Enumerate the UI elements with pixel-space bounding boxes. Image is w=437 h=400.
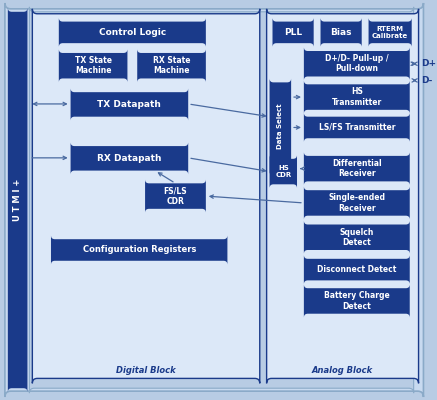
- FancyBboxPatch shape: [304, 284, 410, 318]
- Text: Battery Charge
Detect: Battery Charge Detect: [324, 291, 390, 311]
- Text: Single-ended
Receiver: Single-ended Receiver: [328, 193, 385, 213]
- Text: Configuration Registers: Configuration Registers: [83, 246, 196, 254]
- Text: Squelch
Detect: Squelch Detect: [340, 228, 374, 247]
- Text: Control Logic: Control Logic: [99, 28, 166, 37]
- FancyBboxPatch shape: [368, 18, 412, 47]
- Text: RTERM
Calibrate: RTERM Calibrate: [372, 26, 408, 39]
- FancyBboxPatch shape: [304, 80, 410, 114]
- Text: Disconnect Detect: Disconnect Detect: [317, 265, 396, 274]
- Text: RX Datapath: RX Datapath: [97, 154, 162, 163]
- Text: PLL: PLL: [284, 28, 302, 37]
- FancyBboxPatch shape: [145, 180, 206, 213]
- FancyBboxPatch shape: [273, 18, 314, 47]
- FancyBboxPatch shape: [304, 47, 410, 80]
- Text: Analog Block: Analog Block: [312, 366, 373, 375]
- Text: RX State
Machine: RX State Machine: [153, 56, 190, 76]
- Text: LS/FS Transmitter: LS/FS Transmitter: [319, 123, 395, 132]
- FancyBboxPatch shape: [267, 9, 419, 383]
- Text: FS/LS
CDR: FS/LS CDR: [163, 186, 187, 206]
- Text: TX State
Machine: TX State Machine: [75, 56, 111, 76]
- Text: U T M I +: U T M I +: [13, 179, 22, 221]
- Text: Bias: Bias: [330, 28, 352, 37]
- FancyBboxPatch shape: [29, 7, 414, 393]
- FancyBboxPatch shape: [270, 78, 291, 174]
- FancyBboxPatch shape: [304, 113, 410, 142]
- FancyBboxPatch shape: [137, 49, 206, 82]
- Text: HS
CDR: HS CDR: [275, 165, 291, 178]
- FancyBboxPatch shape: [5, 3, 423, 397]
- FancyBboxPatch shape: [304, 255, 410, 284]
- FancyBboxPatch shape: [304, 152, 410, 185]
- FancyBboxPatch shape: [320, 18, 362, 47]
- Text: D-: D-: [422, 76, 433, 85]
- Text: D+/D- Pull-up /
Pull-down: D+/D- Pull-up / Pull-down: [325, 54, 388, 74]
- Text: HS
Transmitter: HS Transmitter: [332, 87, 382, 107]
- Text: Data Select: Data Select: [277, 104, 283, 149]
- FancyBboxPatch shape: [8, 8, 28, 392]
- FancyBboxPatch shape: [59, 18, 206, 47]
- FancyBboxPatch shape: [59, 49, 128, 82]
- FancyBboxPatch shape: [304, 186, 410, 220]
- Text: D+: D+: [422, 59, 437, 68]
- Text: TX Datapath: TX Datapath: [97, 100, 161, 109]
- FancyBboxPatch shape: [71, 88, 188, 121]
- Text: Digital Block: Digital Block: [116, 366, 176, 375]
- FancyBboxPatch shape: [32, 9, 260, 383]
- FancyBboxPatch shape: [71, 142, 188, 174]
- FancyBboxPatch shape: [51, 235, 227, 265]
- FancyBboxPatch shape: [304, 220, 410, 254]
- FancyBboxPatch shape: [270, 155, 297, 188]
- Text: Differential
Receiver: Differential Receiver: [332, 159, 382, 178]
